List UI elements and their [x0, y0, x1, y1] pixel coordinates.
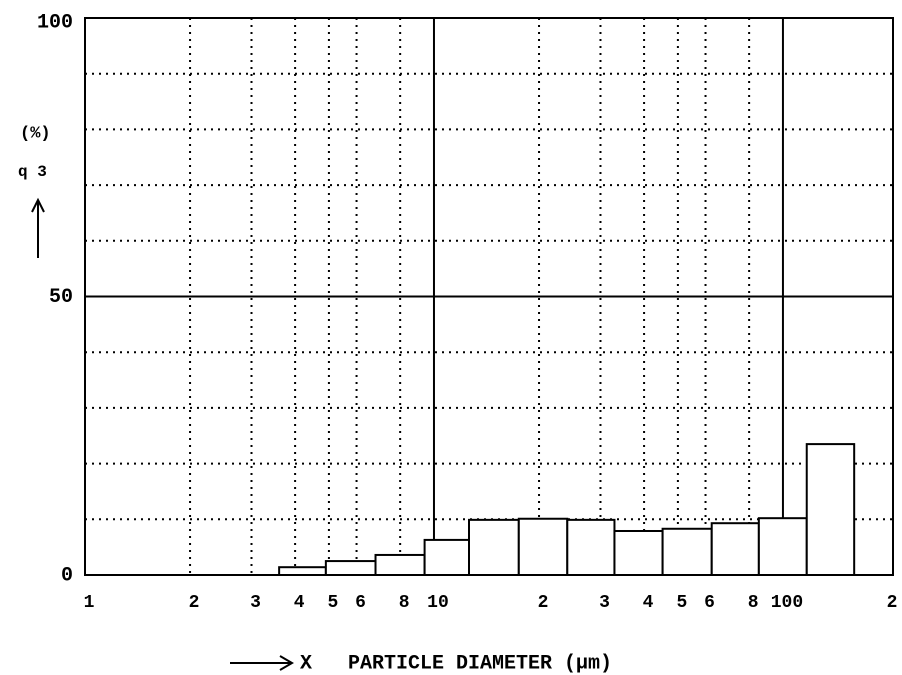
- y-tick-label: 50: [49, 286, 73, 309]
- bar: [517, 517, 569, 576]
- bar: [710, 522, 760, 576]
- x-tick-label: 1: [84, 593, 95, 613]
- x-tick-label: 8: [399, 593, 410, 613]
- x-tick-label: 8: [748, 593, 759, 613]
- bar: [374, 553, 426, 576]
- x-tick-label: 10: [427, 593, 449, 613]
- bar: [278, 566, 327, 577]
- x-tick-label: 3: [250, 593, 261, 613]
- x-tick-label: 4: [294, 593, 305, 613]
- y-arrow: [31, 197, 45, 258]
- y-label: q 3: [18, 163, 47, 181]
- bar: [468, 518, 520, 576]
- x-tick-label: 2: [189, 593, 200, 613]
- x-tick-label: 4: [643, 593, 654, 613]
- x-label: X PARTICLE DIAMETER (µm): [300, 652, 612, 675]
- bar: [805, 443, 856, 577]
- bar: [324, 560, 377, 577]
- x-tick-label: 100: [771, 593, 803, 613]
- x-tick-label: 2: [887, 593, 898, 613]
- x-tick-label: 2: [538, 593, 549, 613]
- x-tick-label: 5: [328, 593, 339, 613]
- bar: [661, 527, 713, 576]
- x-arrow: [230, 655, 294, 671]
- y-tick-label: 100: [37, 11, 73, 34]
- x-tick-label: 6: [704, 593, 715, 613]
- bar: [423, 538, 471, 576]
- bar: [613, 529, 664, 577]
- y-unit: (%): [20, 124, 51, 143]
- bar: [757, 517, 808, 576]
- bar: [566, 518, 616, 576]
- x-tick-label: 3: [599, 593, 610, 613]
- x-tick-label: 6: [355, 593, 366, 613]
- y-tick-label: 0: [61, 564, 73, 587]
- x-tick-label: 5: [676, 593, 687, 613]
